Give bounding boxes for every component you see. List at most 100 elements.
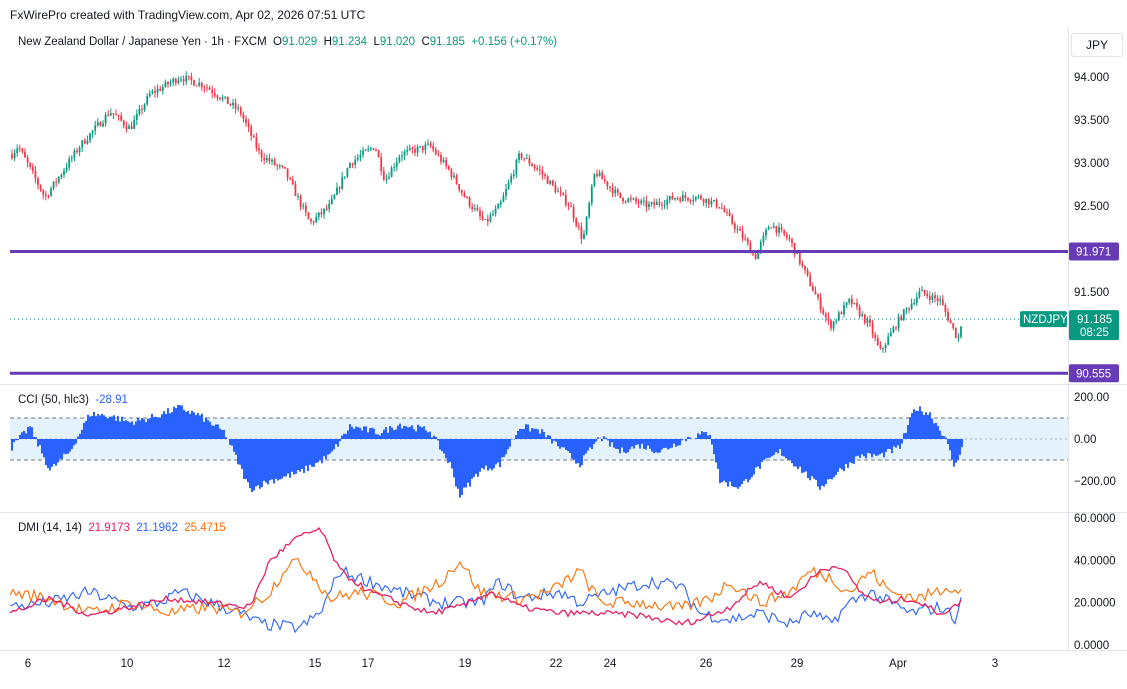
cci-bar (919, 406, 921, 439)
cci-bar (647, 439, 649, 446)
candle-body (320, 212, 323, 215)
dmi-tick-label: 60.0000 (1074, 513, 1116, 525)
candle-body (908, 308, 910, 310)
cci-bar (97, 414, 99, 439)
cci-bar (805, 439, 807, 472)
cci-bar (95, 416, 97, 439)
cci-bar (87, 414, 89, 439)
cci-bar (863, 439, 865, 457)
candle-body (726, 211, 728, 213)
candle-body (11, 154, 13, 159)
cci-bar (585, 439, 587, 454)
cci-bar (601, 439, 603, 442)
cci-bar (105, 416, 107, 439)
cci-bar (819, 439, 821, 490)
cci-bar (861, 439, 863, 455)
cci-bar (901, 439, 903, 444)
cci-bar (271, 439, 273, 480)
candle-body (845, 302, 848, 306)
cci-bar (209, 421, 211, 439)
cci-bar (429, 431, 431, 439)
cci-bar (197, 412, 199, 439)
cci-bar (217, 424, 219, 439)
cci-bar (33, 437, 35, 439)
candle-body (531, 163, 533, 167)
candle-body (185, 75, 188, 82)
cci-bar (259, 439, 261, 489)
candle-body (718, 207, 721, 209)
candle-body (34, 170, 37, 179)
cci-bar (319, 439, 321, 460)
candle-body (63, 170, 65, 175)
candle-body (252, 135, 255, 138)
cci-bar (187, 410, 189, 439)
cci-bar (927, 414, 929, 439)
cci-bar (945, 437, 947, 439)
cci-bar (89, 416, 91, 439)
candle-body (13, 152, 16, 159)
time-tick-label: 17 (362, 658, 375, 670)
cci-bar (695, 438, 697, 439)
cci-bar (717, 439, 719, 469)
candle-body (70, 157, 73, 159)
cci-bar (389, 425, 391, 439)
candle-body (957, 336, 960, 338)
cci-bar (701, 431, 703, 439)
candle-body (489, 215, 492, 222)
cci-bar (907, 425, 909, 439)
cci-bar (149, 418, 151, 439)
candle-body (115, 114, 117, 116)
cci-bar (509, 439, 511, 447)
cci-bar (123, 421, 125, 439)
time-tick-label: 19 (459, 658, 472, 670)
open-key: O (273, 36, 282, 48)
candle-body (208, 87, 211, 90)
cci-bar (597, 437, 599, 439)
cci-bar (177, 405, 179, 439)
candle-body (247, 123, 250, 127)
currency-button[interactable]: JPY (1071, 33, 1123, 57)
candle-body (307, 212, 310, 220)
cci-bar (365, 426, 367, 439)
candle-body (16, 148, 19, 153)
candle-body (733, 223, 736, 230)
cci-bar (943, 436, 945, 439)
cci-bar (687, 436, 689, 439)
candle-body (351, 163, 354, 165)
cci-bar (117, 416, 119, 439)
candle-body (55, 181, 58, 183)
cci-bar (641, 439, 643, 444)
cci-bar (879, 439, 881, 455)
cci-bar (931, 418, 933, 439)
candle-body (401, 155, 403, 157)
high-key: H (323, 36, 332, 48)
cci-bar (939, 430, 941, 439)
candle-body (606, 181, 609, 187)
cci-bar (439, 439, 441, 450)
cci-bar (359, 427, 361, 439)
cci-bar (955, 439, 957, 463)
candle-body (94, 125, 97, 131)
cci-bar (85, 421, 87, 439)
candle-body (167, 81, 169, 85)
cci-bar (275, 439, 277, 479)
candle-body (78, 147, 81, 153)
candle-body (585, 216, 588, 234)
candle-body (200, 82, 203, 88)
cci-bar (337, 439, 339, 447)
candle-body (879, 344, 882, 349)
cci-bar (455, 439, 457, 487)
candle-body (333, 194, 336, 199)
candle-body (502, 195, 505, 203)
cci-bar (811, 439, 813, 477)
cci-bar (503, 439, 505, 457)
cci-bar (241, 439, 243, 469)
cci-bar (765, 439, 767, 459)
candle-body (923, 289, 926, 294)
cci-bar (201, 413, 203, 439)
candle-body (710, 200, 713, 205)
candle-body (895, 327, 897, 329)
candle-body (341, 176, 344, 189)
candle-body (463, 192, 466, 198)
